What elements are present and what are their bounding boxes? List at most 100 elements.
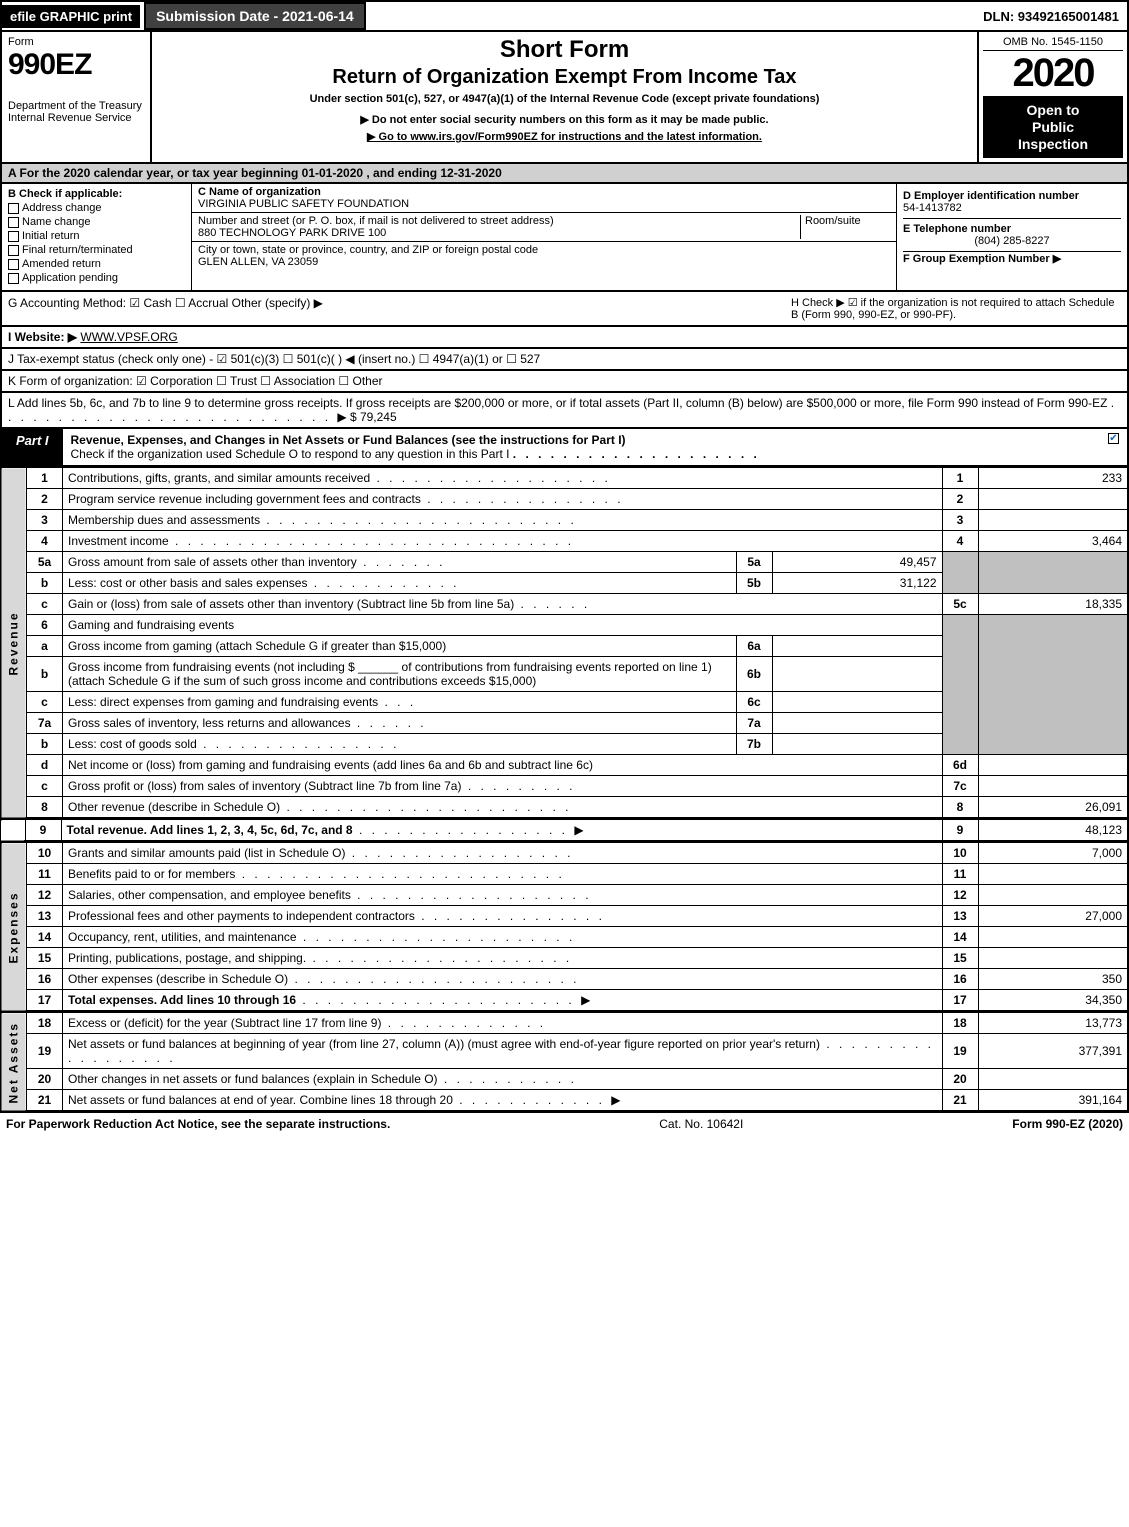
part-1-checkbox[interactable]	[1103, 429, 1127, 465]
line-12: 12 Salaries, other compensation, and emp…	[1, 885, 1128, 906]
line-6d: d Net income or (loss) from gaming and f…	[1, 755, 1128, 776]
row-g-h: G Accounting Method: ☑ Cash ☐ Accrual Ot…	[0, 292, 1129, 327]
col-d-e-f: D Employer identification number 54-1413…	[897, 184, 1127, 290]
part-1-table: Revenue 1 Contributions, gifts, grants, …	[0, 467, 1129, 819]
return-title: Return of Organization Exempt From Incom…	[160, 66, 969, 89]
line-7c: c Gross profit or (loss) from sales of i…	[1, 776, 1128, 797]
line-6: 6 Gaming and fundraising events	[1, 615, 1128, 636]
col-b-title: B Check if applicable:	[8, 188, 185, 200]
line-10: Expenses 10 Grants and similar amounts p…	[1, 843, 1128, 864]
row-j-tax-exempt: J Tax-exempt status (check only one) - ☑…	[0, 349, 1129, 371]
line-1: Revenue 1 Contributions, gifts, grants, …	[1, 468, 1128, 489]
line-7c-amount	[978, 776, 1128, 797]
irs-link[interactable]: ▶ Go to www.irs.gov/Form990EZ for instru…	[160, 130, 969, 143]
line-21-amount: 391,164	[978, 1090, 1128, 1112]
cat-no: Cat. No. 10642I	[390, 1117, 1012, 1131]
chk-application-pending[interactable]: Application pending	[8, 272, 185, 284]
row-i-website: I Website: ▶ WWW.VPSF.ORG	[0, 327, 1129, 349]
street-label: Number and street (or P. O. box, if mail…	[198, 215, 554, 227]
website-link[interactable]: WWW.VPSF.ORG	[80, 330, 177, 344]
street-box: Number and street (or P. O. box, if mail…	[192, 213, 896, 242]
group-exemption-label: F Group Exemption Number ▶	[903, 252, 1121, 265]
website-label: I Website: ▶	[8, 330, 77, 344]
line-16-amount: 350	[978, 969, 1128, 990]
line-3-amount	[978, 510, 1128, 531]
chk-amended-return[interactable]: Amended return	[8, 258, 185, 270]
line-6a-value	[772, 636, 942, 657]
line-6b-value	[772, 657, 942, 692]
org-name-label: C Name of organization	[198, 186, 321, 198]
submission-date-label: Submission Date - 2021-06-14	[144, 2, 366, 30]
identity-grid: B Check if applicable: Address change Na…	[0, 184, 1129, 292]
line-5c: c Gain or (loss) from sale of assets oth…	[1, 594, 1128, 615]
line-16: 16 Other expenses (describe in Schedule …	[1, 969, 1128, 990]
row-l-text: L Add lines 5b, 6c, and 7b to line 9 to …	[8, 396, 1107, 410]
org-name-value: VIRGINIA PUBLIC SAFETY FOUNDATION	[198, 198, 409, 210]
line-a-tax-year: A For the 2020 calendar year, or tax yea…	[0, 164, 1129, 184]
group-exemption: F Group Exemption Number ▶	[903, 252, 1121, 265]
line-20-amount	[978, 1069, 1128, 1090]
ein-label: D Employer identification number	[903, 190, 1121, 202]
form-number: 990EZ	[8, 48, 144, 82]
ssn-warning: ▶ Do not enter social security numbers o…	[160, 113, 969, 126]
line-11: 11 Benefits paid to or for members . . .…	[1, 864, 1128, 885]
line-10-amount: 7,000	[978, 843, 1128, 864]
line-18-amount: 13,773	[978, 1013, 1128, 1034]
line-1-amount: 233	[978, 468, 1128, 489]
accounting-method: G Accounting Method: ☑ Cash ☐ Accrual Ot…	[8, 296, 791, 321]
inspection: Inspection	[987, 136, 1119, 153]
line-9: 9 Total revenue. Add lines 1, 2, 3, 4, 5…	[1, 820, 1128, 842]
city-label: City or town, state or province, country…	[198, 244, 538, 256]
part-1-label: Part I	[2, 429, 63, 465]
header-center: Short Form Return of Organization Exempt…	[152, 32, 977, 162]
header-right: OMB No. 1545-1150 2020 Open to Public In…	[977, 32, 1127, 162]
line-15-amount	[978, 948, 1128, 969]
under-section: Under section 501(c), 527, or 4947(a)(1)…	[160, 93, 969, 105]
chk-name-change[interactable]: Name change	[8, 216, 185, 228]
open-to: Open to	[987, 102, 1119, 119]
paperwork-notice: For Paperwork Reduction Act Notice, see …	[6, 1117, 390, 1131]
line-14-amount	[978, 927, 1128, 948]
line-17-amount: 34,350	[978, 990, 1128, 1012]
net-assets-table: Net Assets 18 Excess or (deficit) for th…	[0, 1012, 1129, 1112]
part-1-header: Part I Revenue, Expenses, and Changes in…	[0, 429, 1129, 467]
chk-initial-return[interactable]: Initial return	[8, 230, 185, 242]
line-18: Net Assets 18 Excess or (deficit) for th…	[1, 1013, 1128, 1034]
omb-number: OMB No. 1545-1150	[983, 36, 1123, 51]
line-11-amount	[978, 864, 1128, 885]
efile-print-label[interactable]: efile GRAPHIC print	[2, 5, 140, 28]
tel-label: E Telephone number	[903, 223, 1121, 235]
line-5a-value: 49,457	[772, 552, 942, 573]
col-c-org-info: C Name of organization VIRGINIA PUBLIC S…	[192, 184, 897, 290]
part-1-sub: Check if the organization used Schedule …	[71, 447, 510, 461]
revenue-vlabel: Revenue	[1, 468, 27, 819]
line-19-amount: 377,391	[978, 1034, 1128, 1069]
part-1-title: Revenue, Expenses, and Changes in Net As…	[63, 429, 1103, 465]
top-bar: efile GRAPHIC print Submission Date - 20…	[0, 0, 1129, 32]
row-k-form-org: K Form of organization: ☑ Corporation ☐ …	[0, 371, 1129, 393]
line-15: 15 Printing, publications, postage, and …	[1, 948, 1128, 969]
line-20: 20 Other changes in net assets or fund b…	[1, 1069, 1128, 1090]
line-2: 2 Program service revenue including gove…	[1, 489, 1128, 510]
city-box: City or town, state or province, country…	[192, 242, 896, 270]
dln-label: DLN: 93492165001481	[975, 5, 1127, 28]
h-schedule-b: H Check ▶ ☑ if the organization is not r…	[791, 296, 1121, 321]
line-5c-amount: 18,335	[978, 594, 1128, 615]
ein-value: 54-1413782	[903, 202, 1121, 214]
line-6d-amount	[978, 755, 1128, 776]
public: Public	[987, 119, 1119, 136]
line-13: 13 Professional fees and other payments …	[1, 906, 1128, 927]
chk-final-return[interactable]: Final return/terminated	[8, 244, 185, 256]
chk-address-change[interactable]: Address change	[8, 202, 185, 214]
dept-irs: Internal Revenue Service	[8, 112, 144, 124]
line-9-amount: 48,123	[978, 820, 1128, 842]
page-footer: For Paperwork Reduction Act Notice, see …	[0, 1112, 1129, 1135]
line-3: 3 Membership dues and assessments . . . …	[1, 510, 1128, 531]
line-21: 21 Net assets or fund balances at end of…	[1, 1090, 1128, 1112]
expenses-table: Expenses 10 Grants and similar amounts p…	[0, 842, 1129, 1012]
dept-treasury: Department of the Treasury	[8, 100, 144, 112]
ein-box: D Employer identification number 54-1413…	[903, 186, 1121, 219]
line-8-amount: 26,091	[978, 797, 1128, 819]
line-5b-value: 31,122	[772, 573, 942, 594]
line-9-table: 9 Total revenue. Add lines 1, 2, 3, 4, 5…	[0, 819, 1129, 842]
